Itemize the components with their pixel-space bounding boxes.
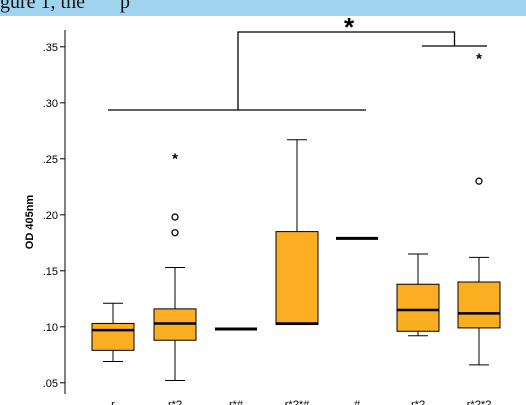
outlier-star: * xyxy=(476,51,482,68)
box xyxy=(275,231,319,326)
category-label: r*# xyxy=(229,399,244,405)
category-label: r*? xyxy=(411,399,425,405)
category-label: r*?*? xyxy=(467,399,491,405)
header-banner: gure 1, the p xyxy=(0,0,526,16)
header-text: gure 1, the p xyxy=(0,0,130,13)
y-tick-label: .05 xyxy=(43,378,58,390)
category-label: r xyxy=(111,399,115,405)
outlier-circle xyxy=(475,177,483,185)
outlier-circle xyxy=(171,213,179,221)
y-axis-label: OD 405nm xyxy=(24,195,36,250)
category-label: r*?*# xyxy=(285,399,310,405)
significance-star: * xyxy=(344,12,355,42)
outlier-star: * xyxy=(172,150,178,167)
y-tick-label: .20 xyxy=(43,210,58,222)
y-tick-label: .10 xyxy=(43,322,58,334)
outlier-circle xyxy=(171,229,179,237)
bracket-connector xyxy=(237,31,456,110)
category-label: r*? xyxy=(168,399,182,405)
box xyxy=(91,322,135,351)
boxes-group: ** xyxy=(91,51,501,382)
y-tick-label: .15 xyxy=(43,266,58,278)
box xyxy=(457,281,501,329)
y-tick-label: .35 xyxy=(43,42,58,54)
y-tick-label: .25 xyxy=(43,154,58,166)
box xyxy=(396,283,440,332)
y-tick-label: .30 xyxy=(43,98,58,110)
category-label: # xyxy=(354,399,361,405)
significance-group: * xyxy=(108,12,487,111)
